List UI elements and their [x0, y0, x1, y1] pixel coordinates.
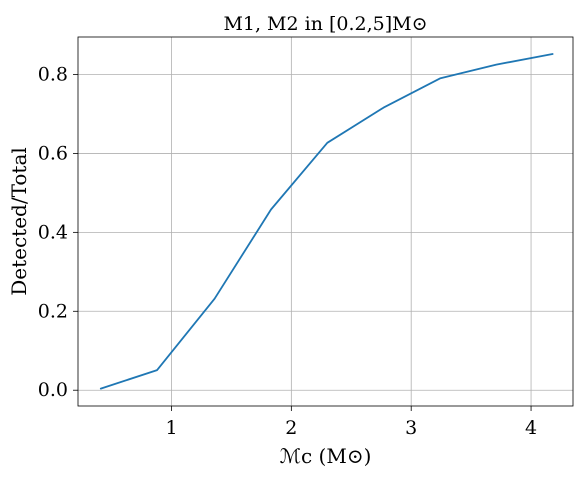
x-tick-label: 1 [165, 417, 177, 439]
y-tick-label: 0.8 [38, 63, 68, 85]
ticks: 1 2 3 4 0.0 0.2 0.4 0.6 0.8 [38, 63, 537, 439]
plot-area-frame [77, 36, 574, 407]
x-tick-label: 2 [285, 417, 297, 439]
chart-title: M1, M2 in [0.2,5]M⊙ [223, 13, 427, 35]
y-tick-label: 0.2 [38, 300, 68, 322]
y-axis-label: Detected/Total [7, 147, 31, 296]
series-layer [99, 53, 554, 390]
x-tick-label: 3 [405, 417, 417, 439]
y-tick-label: 0.0 [38, 379, 68, 401]
x-tick-label: 4 [525, 417, 537, 439]
series-line [99, 53, 554, 390]
y-tick-label: 0.6 [38, 142, 68, 164]
x-axis-label: ℳc (M⊙) [280, 444, 372, 468]
grid [78, 37, 573, 406]
y-tick-label: 0.4 [38, 221, 68, 243]
